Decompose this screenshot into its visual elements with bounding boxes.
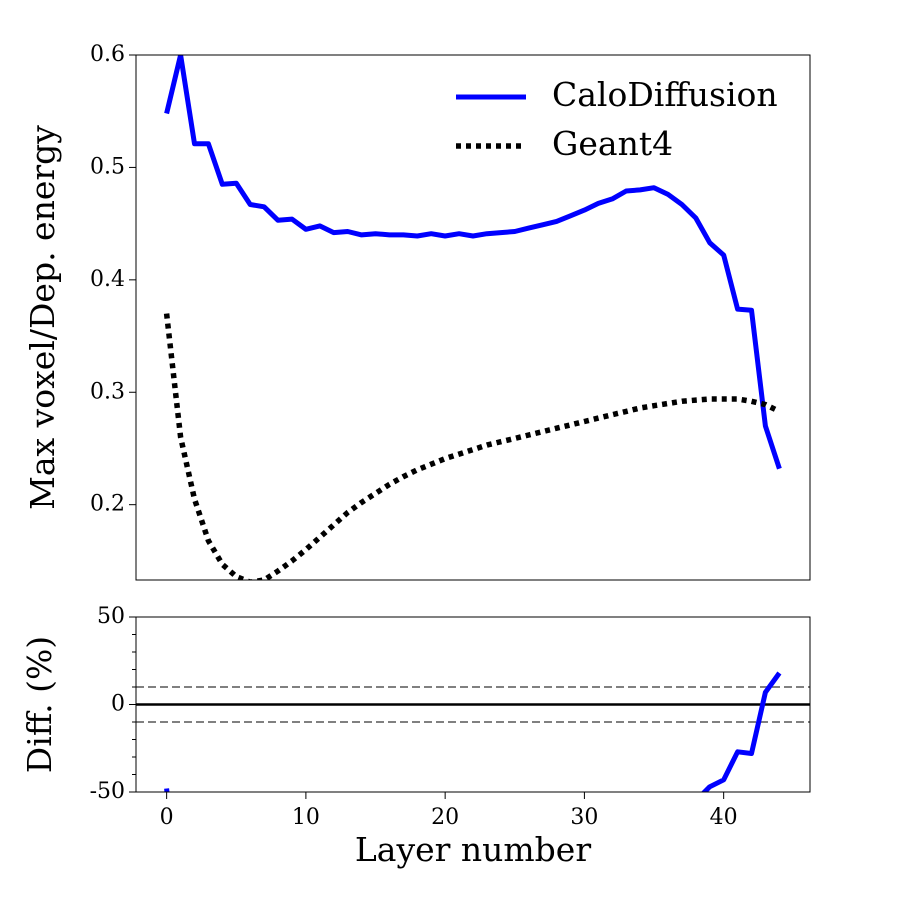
x-tick-label: 30 (570, 805, 598, 830)
y-axis-label: Max voxel/Dep. energy (23, 125, 62, 510)
y-tick-label: 0.3 (90, 379, 125, 404)
y-axis-label: Diff. (%) (20, 636, 59, 773)
x-tick-label: 0 (160, 805, 174, 830)
x-axis-label: Layer number (355, 830, 591, 869)
y-tick-label: 50 (97, 604, 125, 629)
x-tick-label: 20 (431, 805, 459, 830)
y-tick-label: 0.5 (90, 154, 125, 179)
x-tick-label: 10 (292, 805, 320, 830)
axes-frame (135, 54, 811, 581)
y-tick-label: 0.4 (90, 267, 125, 292)
y-tick-label: 0 (111, 692, 125, 717)
plot-area (163, 55, 782, 580)
data-line (164, 55, 782, 470)
plot-area (136, 671, 810, 792)
y-tick-label: 0.6 (90, 42, 125, 67)
y-tick-label: 0.2 (90, 492, 125, 517)
data-line (163, 313, 781, 580)
axes-frame (135, 616, 811, 793)
x-tick-label: 40 (710, 805, 738, 830)
legend-label: Geant4 (552, 124, 673, 163)
y-tick-label: -50 (90, 779, 125, 804)
legend-label: CaloDiffusion (552, 75, 778, 114)
